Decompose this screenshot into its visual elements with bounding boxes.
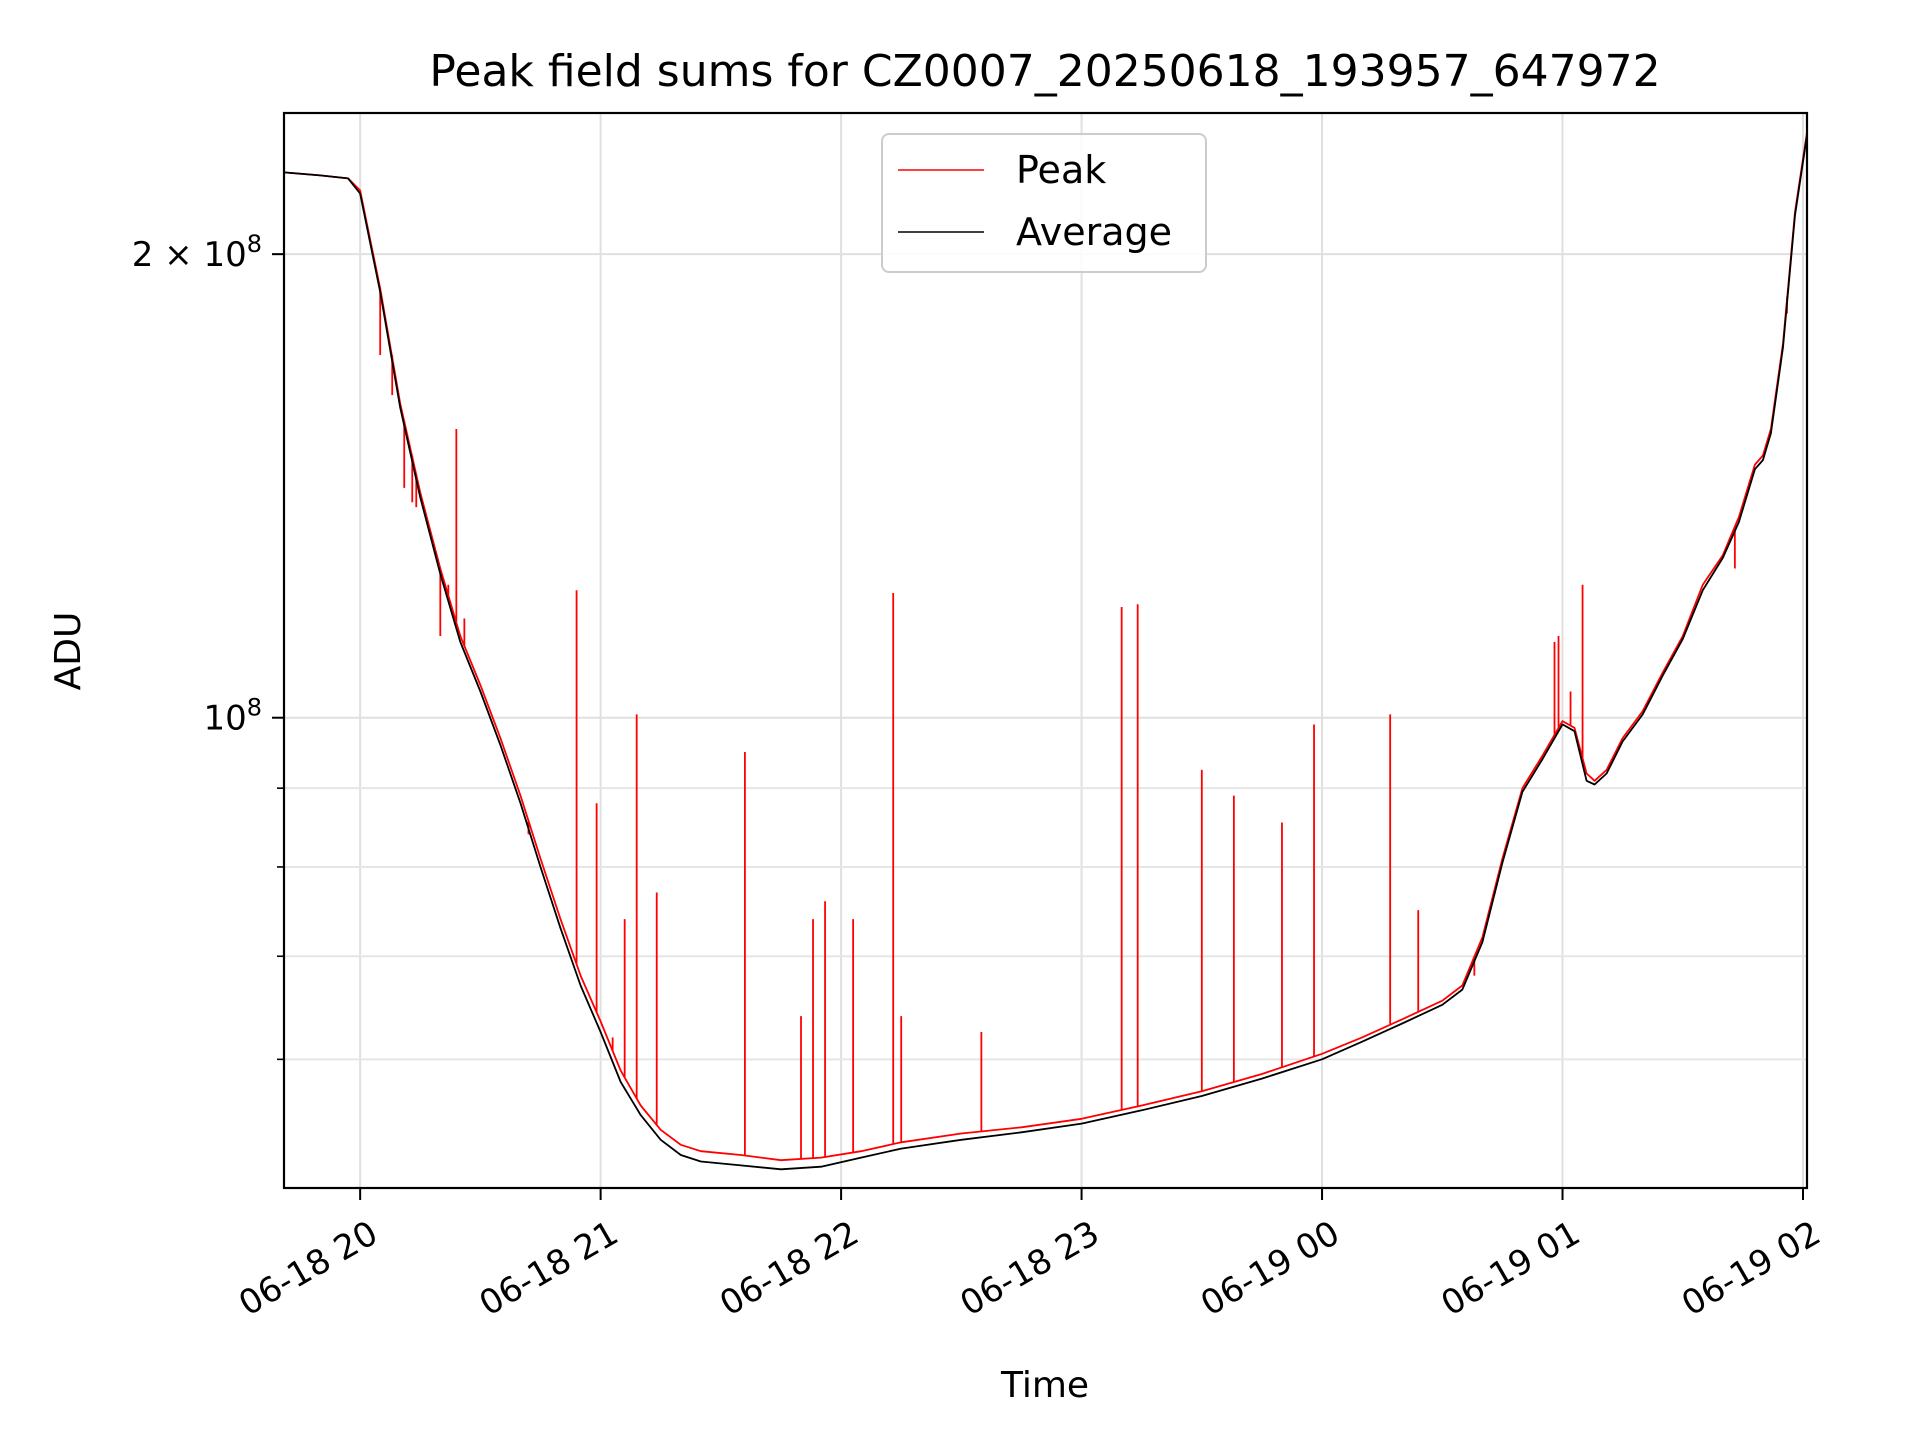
average-series-line (283, 134, 1808, 1171)
legend-average-label: Average (1016, 210, 1172, 254)
y-tick-label-exponent: 8 (247, 694, 262, 722)
plot-area (283, 132, 1808, 1171)
legend: Peak Average (881, 133, 1207, 273)
legend-box (881, 133, 1207, 273)
y-tick-label-base: 10 (203, 699, 246, 739)
y-tick-label-exponent: 8 (247, 230, 262, 258)
y-axis-label: ADU (48, 612, 89, 691)
legend-peak-label: Peak (1016, 148, 1106, 192)
grid (284, 113, 1807, 1188)
y-tick-label-base: 2 × 10 (132, 235, 247, 275)
chart-title: Peak field sums for CZ0007_20250618_1939… (429, 46, 1660, 97)
y-tick-label: 108 (203, 694, 262, 739)
peak-series-line (283, 132, 1808, 1162)
y-tick-label: 2 × 108 (132, 230, 262, 275)
axes-frame (282, 111, 1809, 1190)
x-axis-label: Time (1000, 1365, 1089, 1406)
